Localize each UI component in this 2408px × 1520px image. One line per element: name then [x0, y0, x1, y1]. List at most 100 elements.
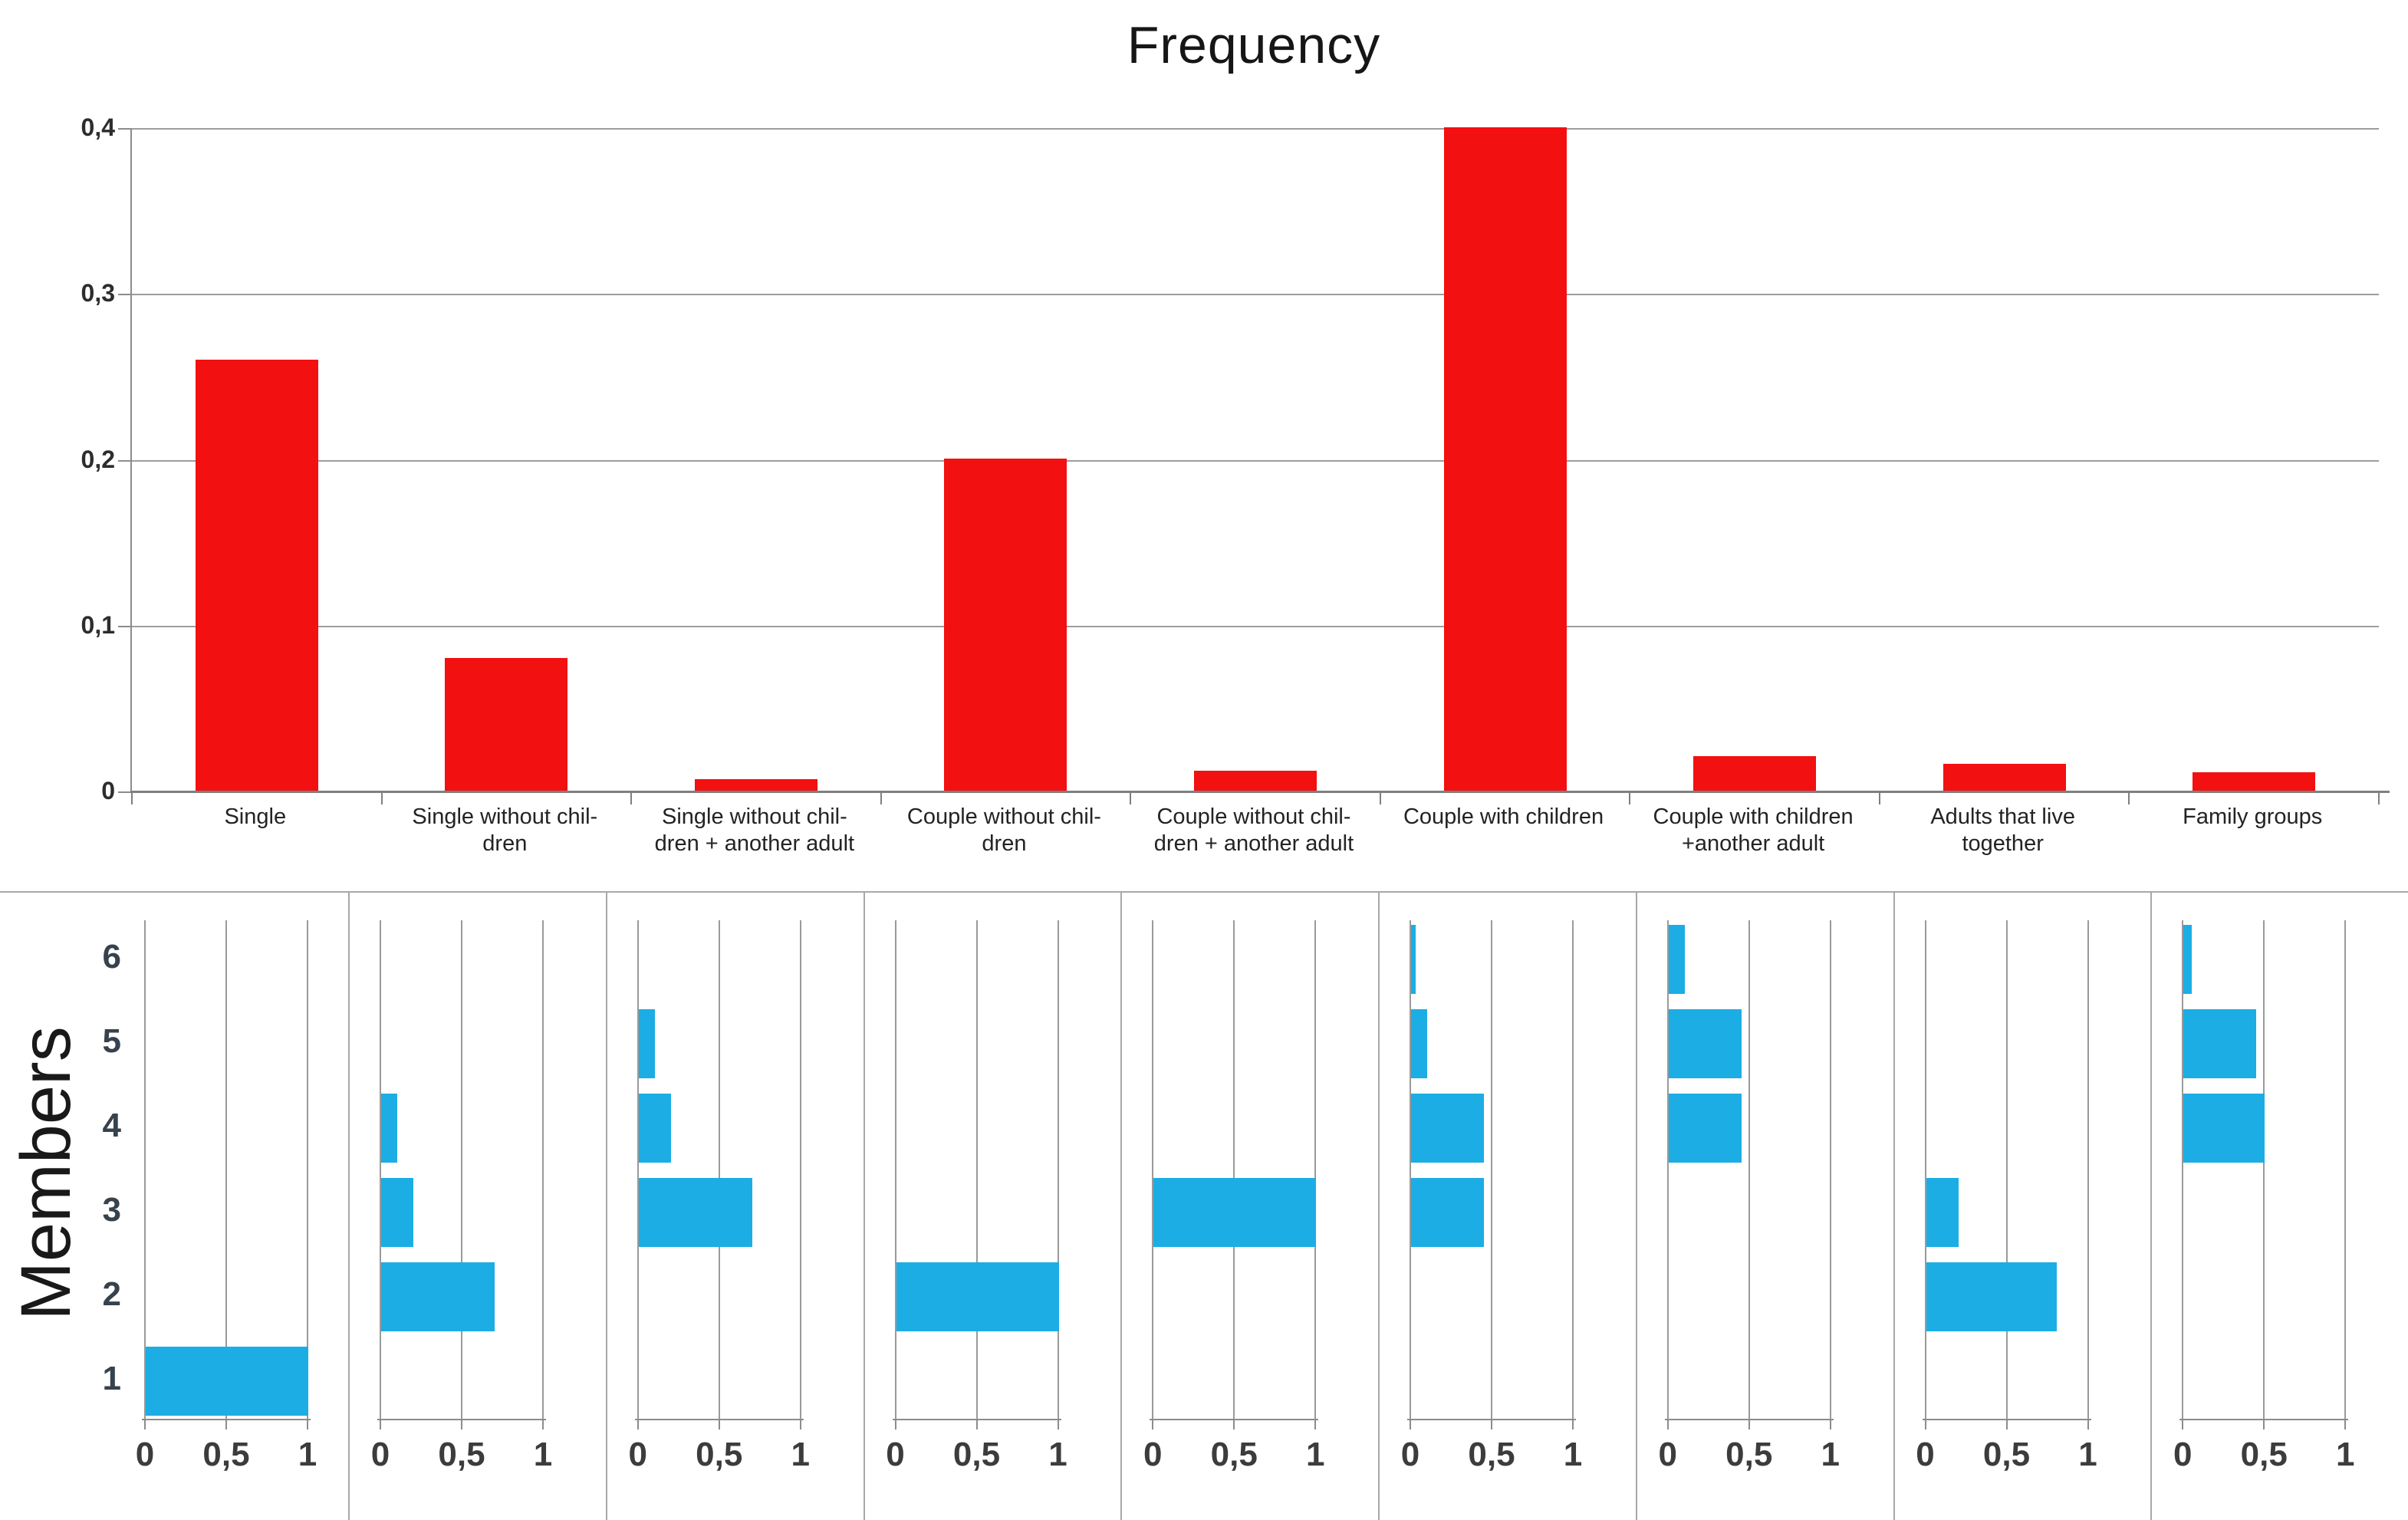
frequency-bar-chart: Frequency 0,4 0,3 0,2 0,1 0 Single Single wit… — [81, 16, 2390, 857]
frequency-bar — [1693, 756, 1817, 791]
members-bar — [2183, 925, 2193, 994]
x-tick-mark — [1233, 1419, 1235, 1430]
gridline — [2344, 920, 2347, 1419]
gridline — [1924, 920, 1926, 1419]
x-tick-label: 0 — [1658, 1436, 1677, 1473]
member-tick-label: 3 — [102, 1191, 121, 1229]
x-tick-mark — [2005, 1419, 2008, 1430]
x-category-label: Family groups — [2183, 804, 2323, 829]
category-cell — [1380, 127, 1630, 791]
members-bar — [896, 1262, 1059, 1331]
members-bar — [638, 1178, 752, 1247]
gridline — [1572, 920, 1574, 1419]
frequency-bar-chart-plot: 0,4 0,3 0,2 0,1 0 — [81, 114, 2390, 804]
frequency-bar — [1193, 771, 1317, 791]
x-tick-label: 1 — [791, 1436, 810, 1473]
x-tick-label: 0,5 — [952, 1436, 1001, 1473]
x-axis-line — [2179, 1419, 2349, 1420]
member-tick-label: 6 — [102, 938, 121, 975]
x-axis-line — [1150, 1419, 1319, 1420]
members-bar — [1668, 1094, 1742, 1163]
members-bar — [1411, 925, 1416, 994]
x-tick-mark — [307, 1419, 308, 1430]
x-tick-mark — [718, 1419, 720, 1430]
members-bar — [638, 1094, 671, 1163]
x-tick-mark — [225, 1419, 227, 1430]
gridline — [542, 920, 544, 1419]
x-tick-label: 1 — [1821, 1436, 1840, 1473]
x-tick-label: 0 — [370, 1436, 390, 1473]
y-tick-label: 0,1 — [81, 610, 115, 639]
x-axis-line — [892, 1419, 1061, 1420]
members-panel: 0 0,5 1 — [348, 893, 606, 1520]
x-tick-mark — [1152, 1419, 1154, 1430]
members-panel: 0 0,5 1 — [1378, 893, 1636, 1520]
x-axis-line — [1407, 1419, 1576, 1420]
y-tick-label: 0,4 — [81, 114, 115, 141]
x-tick-label: 0 — [628, 1436, 647, 1473]
x-tick-label: 0,5 — [1982, 1436, 2031, 1473]
gridline — [894, 920, 896, 1419]
members-panel: 0 0,5 1 — [1893, 893, 2151, 1520]
x-tick-mark — [1629, 793, 1631, 804]
frequency-bar — [694, 779, 817, 791]
gridline — [1233, 920, 1235, 1419]
x-tick-mark — [799, 1419, 801, 1430]
x-tick-label: 1 — [298, 1436, 317, 1473]
members-bar — [1411, 1094, 1484, 1163]
members-panel: Members 6 5 4 3 2 1 0 0,5 1 — [0, 893, 348, 1520]
x-tick-label: 1 — [2078, 1436, 2097, 1473]
y-tick-label: 0 — [101, 777, 115, 804]
x-tick-mark — [2263, 1419, 2265, 1430]
members-bar — [1926, 1262, 2057, 1331]
x-tick-label: 1 — [1306, 1436, 1325, 1473]
x-axis-line — [130, 791, 2390, 793]
x-tick-label: 1 — [1048, 1436, 1067, 1473]
members-panel-plot: 0 0,5 1 — [136, 920, 317, 1473]
members-bar — [1411, 1178, 1484, 1247]
x-tick-label: 0,5 — [1210, 1436, 1258, 1473]
gridline — [1829, 920, 1831, 1419]
member-tick-label: 5 — [102, 1022, 121, 1060]
gridline — [2263, 920, 2265, 1419]
x-tick-mark — [1379, 793, 1381, 804]
members-small-multiples: Members 6 5 4 3 2 1 0 0,5 1 0 0,5 1 0 0,5 1 0 0,5 1 0 0,5 1 0 0… — [0, 891, 2408, 1520]
y-tick-mark — [118, 625, 132, 627]
gridline — [2087, 920, 2089, 1419]
x-tick-label: 0 — [1400, 1436, 1420, 1473]
gridline — [1152, 920, 1154, 1419]
x-tick-mark — [1878, 793, 1880, 804]
category-cell — [2129, 127, 2379, 791]
gridline — [132, 625, 2379, 627]
x-tick-label: 0 — [135, 1436, 155, 1473]
x-tick-mark — [1572, 1419, 1574, 1430]
x-tick-mark — [2128, 793, 2130, 804]
x-tick-label: 0,5 — [2240, 1436, 2288, 1473]
x-tick-label: 1 — [1563, 1436, 1583, 1473]
y-tick-mark — [118, 294, 132, 296]
gridline — [132, 128, 2379, 130]
members-panel-plot: 0 0,5 1 — [1401, 920, 1582, 1473]
category-cell — [1130, 127, 1380, 791]
members-bar — [1153, 1178, 1317, 1247]
frequency-bar — [1943, 764, 2066, 791]
x-tick-mark — [880, 793, 882, 804]
x-tick-label: 0,5 — [1468, 1436, 1515, 1473]
x-category-label: Single without chil- dren + another adul… — [654, 804, 855, 857]
frequency-bar — [2193, 772, 2316, 791]
gridline — [144, 920, 146, 1419]
gridline — [637, 920, 639, 1419]
members-bar — [381, 1262, 495, 1331]
members-bar — [381, 1178, 413, 1247]
members-bar — [1926, 1178, 1959, 1247]
frequency-bar — [195, 360, 318, 791]
members-panel-plot: 0 0,5 1 — [629, 920, 810, 1473]
gridline — [2182, 920, 2184, 1419]
x-category-label: Single without chil- dren — [412, 804, 598, 857]
x-tick-mark — [1666, 1419, 1669, 1430]
x-tick-mark — [542, 1419, 544, 1430]
members-panel-plot: 0 0,5 1 — [1659, 920, 1840, 1473]
members-panel: 0 0,5 1 — [1635, 893, 1893, 1520]
category-cell — [382, 127, 632, 791]
x-tick-mark — [131, 793, 133, 804]
